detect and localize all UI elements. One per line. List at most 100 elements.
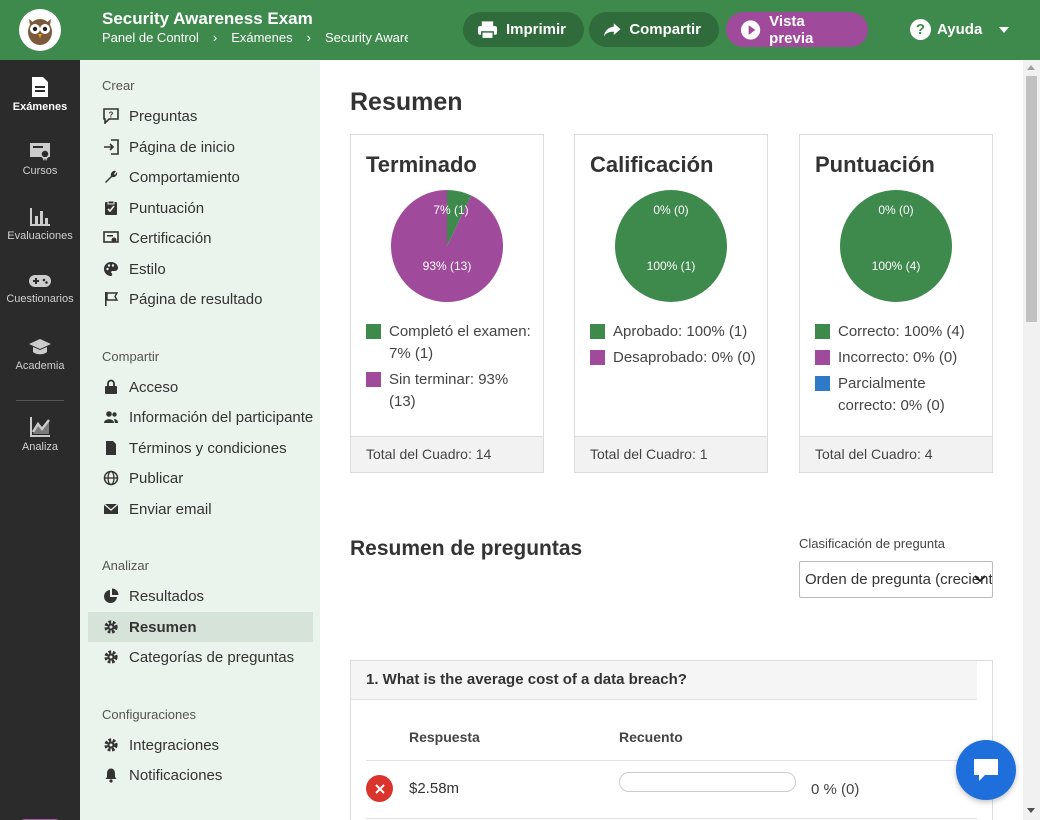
preview-label: Vista previa: [769, 12, 814, 47]
chat-button[interactable]: [956, 740, 1016, 800]
question-summary-card: 1. What is the average cost of a data br…: [350, 660, 993, 820]
legend-swatch: [590, 324, 605, 339]
breadcrumb-exams[interactable]: Exámenes: [231, 30, 293, 45]
sidebar-item-access[interactable]: Acceso: [88, 372, 313, 402]
completion-pie-chart[interactable]: 7% (1) 93% (13): [389, 188, 505, 304]
bell-icon: [103, 767, 119, 783]
sidebar-item-send-email[interactable]: Enviar email: [88, 494, 313, 524]
sidebar-item-label: Resumen: [129, 618, 197, 636]
sidebar-item-scoring[interactable]: Puntuación: [88, 193, 313, 223]
rail-label: Cursos: [22, 165, 58, 177]
legend-text: Aprobado: 100% (1): [613, 323, 748, 340]
sidebar-item-style[interactable]: Estilo: [88, 254, 313, 284]
question-sort-select[interactable]: Orden de pregunta (creciente): [799, 561, 993, 598]
legend-item[interactable]: Desaprobado: 0% (0): [590, 347, 760, 369]
legend-swatch: [815, 324, 830, 339]
pie-slice[interactable]: [447, 190, 472, 246]
card-legend: Completó el examen: 7% (1) Sin terminar:…: [366, 321, 536, 417]
gear-icon: [103, 737, 119, 753]
rail-item-academy[interactable]: Academia: [0, 337, 80, 372]
sidebar-item-result-page[interactable]: Página de resultado: [88, 284, 313, 314]
exam-settings-sidebar: Crear ? Preguntas Página de inicio Compo…: [80, 60, 320, 820]
sidebar-item-question-categories[interactable]: Categorías de preguntas: [88, 642, 313, 672]
sidebar-item-publish[interactable]: Publicar: [88, 463, 313, 493]
print-button[interactable]: Imprimir: [463, 12, 584, 47]
sidebar-item-notifications[interactable]: Notificaciones: [88, 760, 313, 790]
rail-item-assessments[interactable]: Evaluaciones: [0, 207, 80, 242]
answer-progress-bar: [619, 772, 796, 792]
sidebar-item-label: Resultados: [129, 587, 205, 605]
section-title-share: Compartir: [102, 349, 160, 364]
table-divider: [366, 818, 977, 819]
section-title-analyze: Analizar: [102, 558, 149, 573]
sidebar-item-label: Acceso: [129, 378, 179, 396]
answer-count: 0 % (0): [811, 781, 860, 798]
sidebar-item-terms[interactable]: Términos y condiciones: [88, 433, 313, 463]
sidebar-item-summary[interactable]: Resumen: [88, 612, 313, 642]
card-title: Terminado: [366, 152, 477, 177]
scroll-thumb[interactable]: [1026, 76, 1037, 322]
palette-icon: [103, 261, 119, 277]
sidebar-item-label: Certificación: [129, 229, 212, 247]
help-menu[interactable]: ? Ayuda: [910, 19, 1010, 40]
sidebar-item-participant-info[interactable]: Información del participante: [88, 402, 313, 432]
rail-item-exams[interactable]: Exámenes: [0, 76, 80, 113]
legend-item[interactable]: Parcialmente correcto: 0% (0): [815, 373, 985, 417]
grade-pie-chart[interactable]: 0% (0) 100% (1): [613, 188, 729, 304]
sidebar-item-label: Comportamiento: [129, 168, 240, 186]
sidebar-item-label: Enviar email: [129, 500, 212, 518]
sidebar-item-start-page[interactable]: Página de inicio: [88, 132, 313, 162]
pie-slice[interactable]: [840, 190, 952, 302]
legend-item[interactable]: Correcto: 100% (4): [815, 321, 985, 343]
column-header-answer: Respuesta: [409, 729, 480, 745]
vertical-scrollbar[interactable]: [1023, 60, 1040, 820]
gear-icon: [103, 619, 119, 635]
printer-icon: [477, 20, 498, 39]
sort-label: Clasificación de pregunta: [799, 536, 945, 551]
sidebar-item-behavior[interactable]: Comportamiento: [88, 162, 313, 192]
legend-item[interactable]: Incorrecto: 0% (0): [815, 347, 985, 369]
incorrect-answer-icon: [366, 775, 393, 802]
legend-text: Correcto: 100% (4): [838, 323, 965, 340]
breadcrumb-dashboard[interactable]: Panel de Control: [102, 30, 199, 45]
legend-text: Parcialmente correcto: 0% (0): [838, 375, 945, 414]
legend-text: Completó el examen: 7% (1): [389, 323, 531, 362]
rail-item-courses[interactable]: Cursos: [0, 142, 80, 177]
sidebar-item-certification[interactable]: Certificación: [88, 223, 313, 253]
legend-item[interactable]: Aprobado: 100% (1): [590, 321, 760, 343]
legend-item[interactable]: Sin terminar: 93% (13): [366, 369, 536, 413]
sidebar-item-label: Página de resultado: [129, 290, 263, 308]
pie-slice[interactable]: [615, 190, 727, 302]
sidebar-item-label: Términos y condiciones: [129, 439, 287, 457]
question-title: 1. What is the average cost of a data br…: [351, 661, 977, 700]
legend-swatch: [590, 350, 605, 365]
sidebar-item-questions[interactable]: ? Preguntas: [88, 101, 313, 131]
preview-button[interactable]: Vista previa: [726, 12, 868, 47]
sidebar-item-label: Estilo: [129, 260, 166, 278]
legend-item[interactable]: Completó el examen: 7% (1): [366, 321, 536, 365]
questions-summary-title: Resumen de preguntas: [350, 537, 583, 560]
rail-label: Cuestionarios: [6, 293, 74, 305]
legend-text: Incorrecto: 0% (0): [838, 349, 958, 366]
score-card: Puntuación 0% (0) 100% (4) Correcto: 100%…: [799, 134, 993, 473]
section-title-settings: Configuraciones: [102, 707, 196, 722]
rail-item-quizzes[interactable]: Cuestionarios: [0, 272, 80, 305]
pie-chart-icon: [103, 588, 119, 604]
envelope-icon: [103, 501, 119, 517]
help-label: Ayuda: [937, 21, 983, 38]
pie-slice[interactable]: [391, 190, 503, 302]
rail-item-analyze[interactable]: Analiza: [0, 416, 80, 453]
pie-slice-label: 93% (13): [423, 259, 472, 273]
sidebar-item-label: Categorías de preguntas: [129, 648, 295, 666]
sign-in-icon: [103, 139, 119, 155]
share-button[interactable]: Compartir: [589, 12, 719, 47]
sidebar-item-results[interactable]: Resultados: [88, 581, 313, 611]
sidebar-item-label: Página de inicio: [129, 138, 235, 156]
page-title: Resumen: [350, 88, 463, 116]
scroll-down-icon[interactable]: [1027, 808, 1035, 813]
sidebar-item-integrations[interactable]: Integraciones: [88, 730, 313, 760]
sidebar-item-label: Integraciones: [129, 736, 220, 754]
score-pie-chart[interactable]: 0% (0) 100% (4): [838, 188, 954, 304]
scroll-up-icon[interactable]: [1027, 65, 1035, 70]
app-logo[interactable]: [0, 0, 80, 60]
